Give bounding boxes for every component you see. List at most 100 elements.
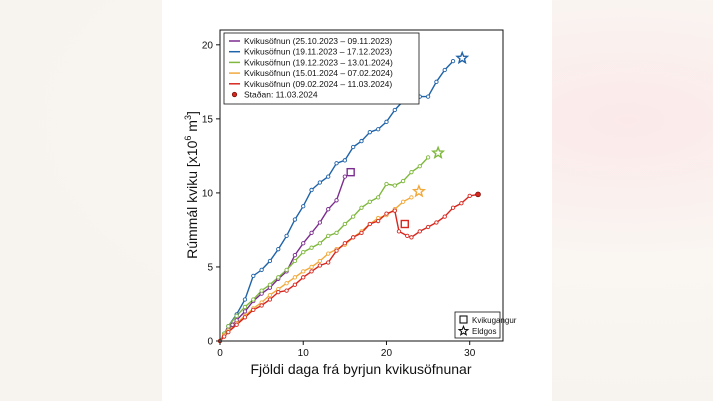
series-legend: Kvikusöfnun (25.10.2023 – 09.11.2023)Kvi… (223, 32, 420, 105)
data-point (230, 322, 235, 327)
data-point (292, 282, 298, 287)
data-point (326, 233, 331, 239)
eldgos-marker-2 (455, 50, 470, 65)
data-point (234, 322, 239, 327)
data-point (242, 315, 248, 320)
data-point (405, 233, 410, 239)
eldgos-legend-star (457, 324, 470, 336)
data-point (267, 258, 273, 264)
kvikugangur-legend-label: Kvikugangur (472, 316, 517, 325)
data-point (292, 275, 298, 280)
data-point (276, 289, 281, 295)
legend-label-3: Kvikusöfnun (19.12.2023 – 13.01.2024) (244, 57, 393, 67)
data-point (251, 273, 256, 278)
data-point (409, 170, 414, 175)
eldgos-legend-label: Eldgos (472, 327, 496, 336)
data-point (292, 252, 298, 258)
x-axis-label: Fjöldi daga frá byrjun kvikusöfnunar (250, 361, 471, 377)
data-point (359, 230, 364, 236)
data-point (292, 217, 298, 222)
data-point (342, 174, 348, 179)
data-point (409, 235, 414, 240)
data-point (334, 248, 339, 253)
data-point (396, 229, 402, 234)
data-point (334, 161, 339, 166)
data-point (351, 235, 356, 240)
legend-label-4: Kvikusöfnun (15.01.2024 – 07.02.2024) (244, 68, 393, 78)
series-line-5 (219, 193, 479, 342)
x-tick-label: 10 (298, 348, 310, 359)
series-line-1 (219, 176, 346, 342)
data-point (226, 324, 231, 329)
data-point (301, 204, 306, 209)
y-axis-label-main: Rúmmál kviku [x10 (184, 140, 200, 258)
data-point (267, 282, 273, 287)
eldgos-marker-4 (411, 183, 427, 198)
series-points (217, 58, 481, 344)
legend-label-2: Kvikusöfnun (19.11.2023 – 17.12.2023) (244, 47, 392, 57)
y-axis-label-sup2: 3 (183, 115, 193, 120)
data-point (367, 221, 372, 227)
data-point (367, 199, 372, 204)
y-tick-label: 0 (207, 337, 213, 348)
data-point (351, 214, 356, 219)
x-tick-label: 0 (217, 348, 223, 359)
data-point (442, 214, 447, 219)
data-point (309, 269, 314, 274)
data-point (226, 329, 231, 335)
data-point (417, 164, 422, 169)
data-point (434, 220, 439, 225)
data-point (326, 207, 331, 212)
data-point (242, 297, 248, 302)
eldgos-legend-icon (457, 324, 470, 336)
series-line-3 (219, 156, 429, 342)
data-point (434, 79, 439, 84)
y-axis-ticks: 0 5 10 15 20 (202, 40, 220, 348)
data-point (301, 275, 306, 280)
kvikugangur-legend-icon (459, 315, 468, 324)
y-axis-label-end: ] (184, 111, 200, 115)
x-tick-label: 20 (381, 348, 393, 359)
data-point (284, 233, 289, 239)
data-point (334, 198, 339, 203)
data-point (400, 199, 406, 204)
data-point (375, 195, 381, 200)
event-legend: Kvikugangur Eldgos (454, 311, 517, 339)
data-point (259, 267, 264, 273)
data-point (309, 264, 314, 270)
y-axis-label-unit: m (184, 120, 200, 136)
data-point (276, 247, 281, 252)
y-axis-label-sup: 6 (183, 136, 193, 141)
data-point (384, 181, 389, 187)
data-point (342, 241, 348, 246)
data-point (259, 303, 264, 308)
data-point (242, 309, 248, 314)
data-point (425, 155, 431, 160)
current-status-marker (475, 191, 481, 198)
data-point (375, 127, 381, 132)
data-point (342, 221, 348, 227)
data-point (359, 138, 364, 144)
data-point (251, 297, 256, 302)
data-point (326, 251, 331, 256)
data-point (309, 230, 314, 236)
data-point (351, 144, 356, 150)
y-axis-label: Rúmmál kviku [x106 m3] (183, 111, 200, 259)
data-point (301, 249, 306, 255)
data-point (417, 229, 422, 234)
eldgos-marker-3 (430, 145, 446, 159)
event-markers (346, 50, 481, 229)
data-point (284, 281, 289, 286)
x-axis-ticks: 0 10 20 30 (217, 341, 476, 359)
data-point (326, 260, 331, 265)
data-point (284, 288, 289, 293)
y-tick-label: 10 (202, 188, 214, 199)
kvikugangur-marker-5 (400, 219, 409, 229)
data-point (375, 218, 381, 224)
data-point (459, 201, 464, 206)
data-point (425, 224, 431, 230)
y-tick-label: 5 (207, 262, 213, 273)
data-point (284, 267, 289, 273)
data-point (392, 183, 397, 188)
